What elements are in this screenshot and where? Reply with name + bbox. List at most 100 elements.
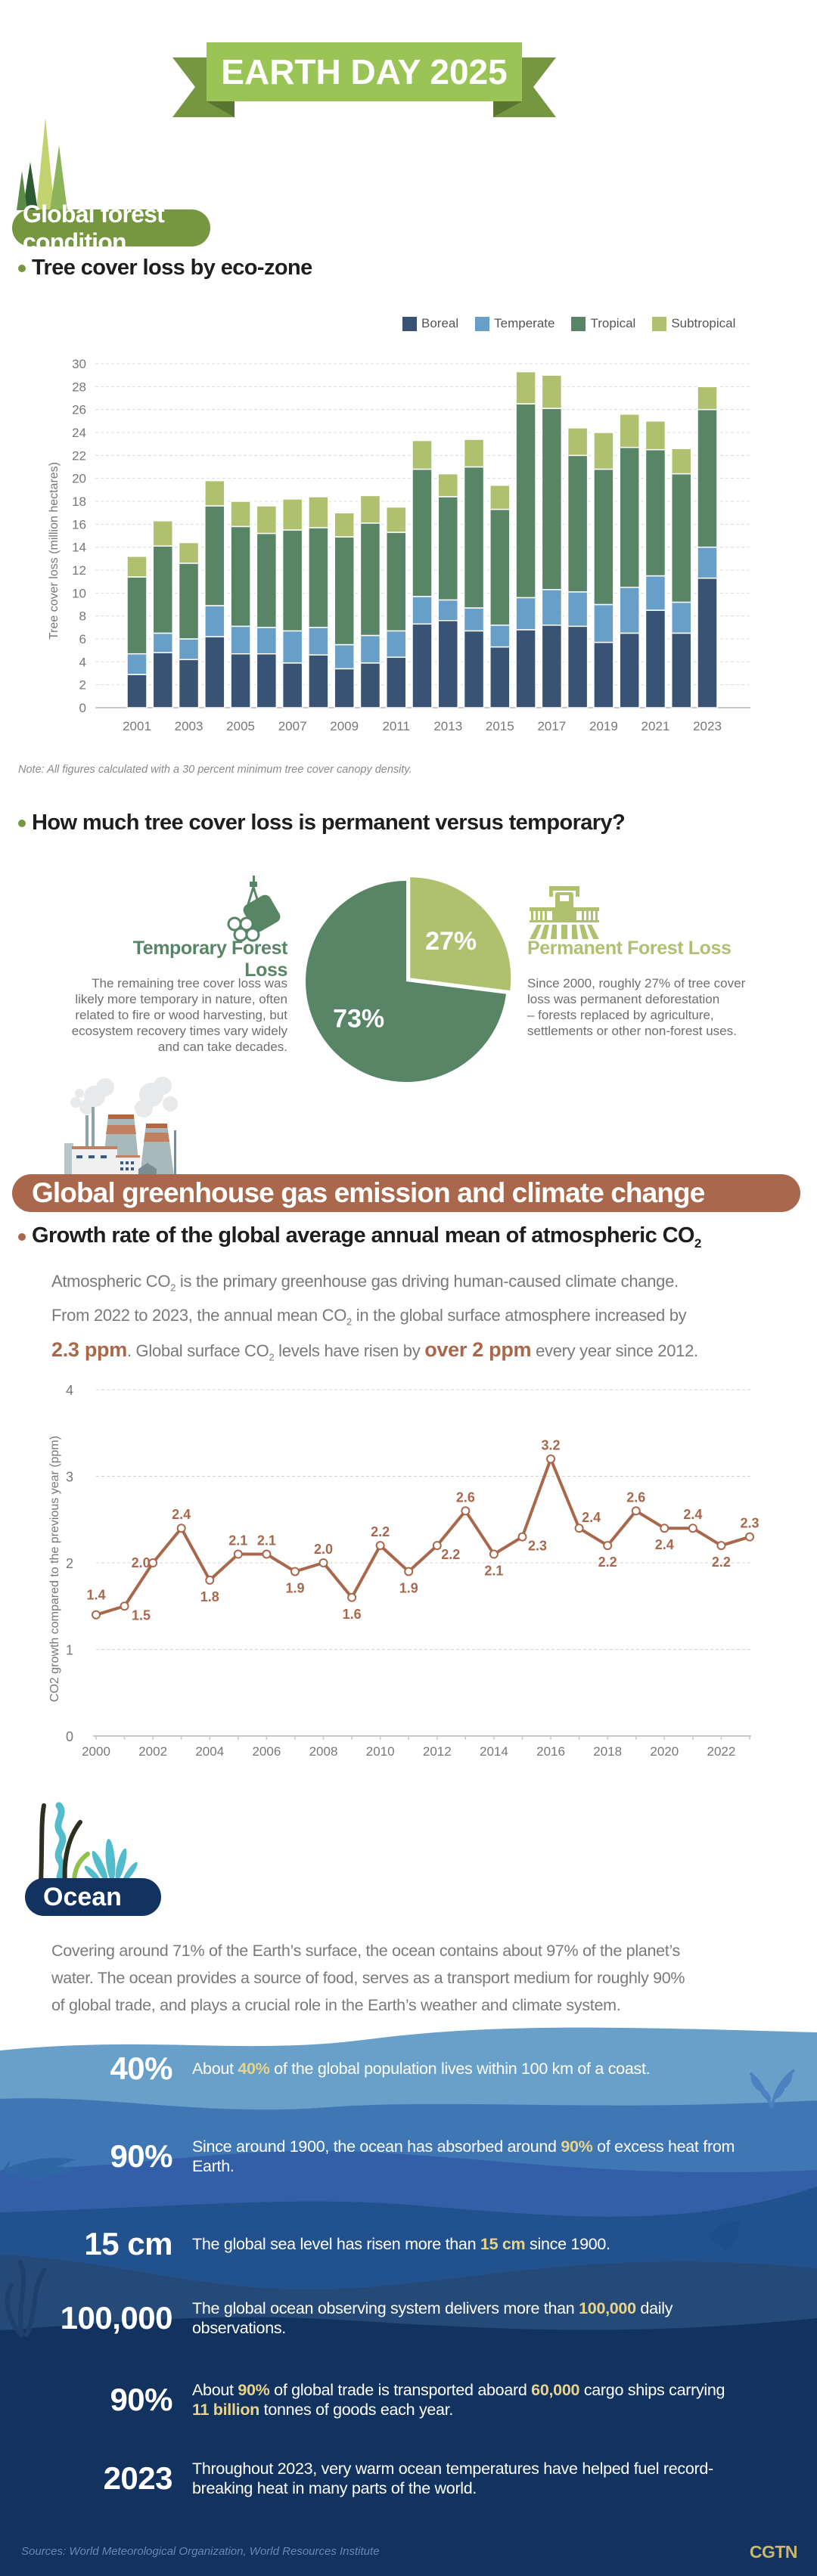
x-tick-label: 2013	[433, 719, 462, 733]
y-tick-label: 2	[79, 678, 86, 693]
bar-segment-tropical	[593, 468, 614, 606]
fact-text-part: of excess heat from Earth.	[192, 2137, 735, 2175]
fact-stat: 90%	[110, 2138, 172, 2174]
data-label: 2.3	[528, 1539, 547, 1554]
data-label: 1.9	[399, 1580, 418, 1595]
chart-note: Note: All figures calculated with a 30 p…	[18, 764, 412, 776]
x-tick-label: 2004	[195, 1744, 224, 1759]
data-point	[660, 1524, 669, 1533]
bar-segment-subtropical	[230, 501, 251, 528]
bar-segment-boreal	[645, 609, 666, 708]
bar-segment-temperate	[489, 625, 511, 648]
y-tick-label: 24	[72, 426, 86, 440]
desc-line: likely more temporary in nature, often	[75, 992, 287, 1006]
fact-highlight: 90%	[561, 2137, 593, 2156]
x-tick-label: 2010	[366, 1744, 395, 1759]
y-tick-label: 8	[79, 609, 86, 624]
bar-segment-boreal	[670, 632, 692, 708]
bar-segment-subtropical	[334, 512, 355, 538]
pie-value-label: 27%	[425, 927, 477, 956]
bar-segment-tropical	[463, 466, 485, 609]
data-label: 1.5	[132, 1607, 151, 1623]
data-label: 2.1	[257, 1533, 276, 1548]
tractor-field-icon	[530, 886, 599, 939]
kelp-icon	[5, 2259, 48, 2339]
bar-segment-temperate	[619, 587, 640, 634]
bar-segment-boreal	[515, 629, 536, 708]
desc-line: and can take decades.	[157, 1040, 287, 1054]
bar-segment-subtropical	[204, 479, 225, 507]
bar-segment-temperate	[230, 625, 251, 655]
bar-segment-temperate	[515, 597, 536, 631]
x-tick-label: 2014	[480, 1744, 508, 1759]
y-tick-label: 14	[72, 541, 86, 555]
x-tick-label: 2021	[641, 719, 670, 733]
data-point	[290, 1567, 300, 1576]
fact-text-part: Since around 1900, the ocean has absorbe…	[192, 2137, 561, 2156]
bar-segment-temperate	[178, 638, 200, 661]
bar-segment-tropical	[281, 529, 303, 632]
seaweed-icon	[39, 1802, 138, 1883]
y-axis-label: Tree cover loss (million hectares)	[48, 462, 61, 640]
permanent-loss-title: Permanent Forest Loss	[527, 938, 732, 959]
bar-segment-subtropical	[489, 485, 511, 510]
bar-segment-subtropical	[541, 374, 563, 409]
data-label: 1.9	[285, 1580, 304, 1595]
data-point	[631, 1506, 641, 1516]
fact-text-part: daily observations.	[192, 2299, 673, 2337]
bar-segment-tropical	[334, 536, 355, 646]
data-label: 2.2	[712, 1555, 731, 1570]
data-label: 2.1	[484, 1564, 503, 1579]
bullet-icon	[18, 1233, 26, 1242]
fact-text: The global sea level has risen more than…	[192, 2234, 744, 2254]
bullet-icon	[18, 819, 26, 827]
pie-value-label: 73%	[333, 1004, 384, 1033]
intro-line: of global trade, and plays a crucial rol…	[51, 1996, 621, 2014]
fact-stat: 40%	[110, 2051, 172, 2086]
x-tick-label: 2017	[537, 719, 566, 733]
fact-stat: 15 cm	[84, 2226, 172, 2261]
bar-segment-temperate	[593, 603, 614, 643]
x-tick-label: 2023	[693, 719, 722, 733]
fact-text-part: Throughout 2023, very warm ocean tempera…	[192, 2460, 713, 2497]
ocean-waves-background	[0, 2027, 817, 2576]
legend-swatch	[402, 316, 417, 331]
data-point	[432, 1541, 442, 1551]
x-tick-label: 2002	[138, 1744, 167, 1759]
pie-slice-permanent	[410, 877, 511, 991]
data-label: 2.4	[582, 1510, 601, 1525]
desc-line: – forests replaced by agriculture,	[527, 1008, 714, 1022]
fact-text: Throughout 2023, very warm ocean tempera…	[192, 2459, 744, 2498]
data-point	[92, 1610, 101, 1620]
fact-text-part: tonnes of goods each year.	[259, 2401, 454, 2419]
bar-segment-temperate	[541, 589, 563, 626]
x-tick-label: 2019	[589, 719, 618, 733]
bar-segment-boreal	[126, 674, 148, 708]
bar-segment-temperate	[385, 630, 407, 659]
bar-segment-boreal	[178, 659, 200, 708]
y-tick-label: 28	[72, 380, 86, 394]
desc-line: ecosystem recovery times vary widely	[71, 1024, 287, 1038]
bar-segment-temperate	[437, 599, 459, 622]
bar-segment-boreal	[152, 652, 174, 708]
intro-line: Covering around 71% of the Earth’s surfa…	[51, 1942, 680, 1960]
co2-line	[95, 1457, 750, 1617]
bar-segment-tropical	[515, 403, 536, 599]
bar-segment-tropical	[178, 563, 200, 640]
fact-highlight: 11 billion	[192, 2401, 259, 2419]
data-label: 1.8	[200, 1589, 219, 1604]
bar-chart-legend: Boreal Temperate Tropical Subtropical	[402, 316, 752, 331]
data-label: 2.0	[132, 1555, 151, 1570]
data-point	[347, 1592, 357, 1602]
bar-segment-temperate	[645, 575, 666, 611]
co2-line-chart: 0 1 2 3 4 2000 2002 2004 2006 2008 2010 2012 2014 201…	[48, 1383, 760, 1759]
fact-text-part: since 1900.	[525, 2235, 610, 2253]
legend-item-tropical: Tropical	[571, 316, 635, 331]
data-label: 2.2	[441, 1547, 460, 1562]
fact-highlight: 100,000	[579, 2299, 636, 2317]
data-point	[233, 1549, 243, 1559]
fact-text: The global ocean observing system delive…	[192, 2299, 744, 2338]
data-point	[688, 1524, 697, 1533]
fact-stat: 100,000	[60, 2300, 173, 2336]
